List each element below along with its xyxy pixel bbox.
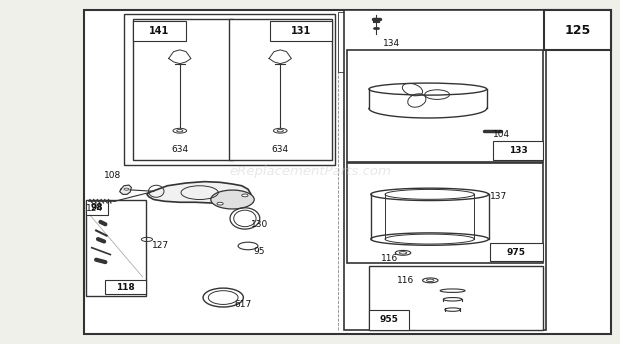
Text: 634: 634: [272, 145, 289, 154]
Text: 955: 955: [380, 315, 399, 324]
Text: 118: 118: [116, 283, 135, 292]
Bar: [493, 141, 543, 160]
Text: 124: 124: [86, 204, 102, 213]
Text: eReplacementParts.com: eReplacementParts.com: [229, 165, 391, 179]
Bar: [86, 200, 108, 215]
Text: 95: 95: [253, 247, 265, 256]
Text: 127: 127: [152, 241, 169, 250]
Bar: [369, 310, 409, 330]
Bar: [86, 200, 146, 296]
Text: 634: 634: [171, 145, 188, 154]
Bar: [544, 10, 611, 50]
Bar: [347, 163, 543, 263]
Text: 134: 134: [383, 39, 400, 47]
Bar: [369, 266, 543, 330]
Bar: [338, 12, 397, 72]
Text: 108: 108: [104, 171, 122, 180]
Ellipse shape: [217, 202, 223, 205]
Bar: [490, 243, 543, 261]
Bar: [347, 50, 543, 162]
Bar: [84, 10, 611, 334]
Bar: [105, 280, 146, 294]
Bar: [124, 14, 335, 165]
Polygon shape: [147, 182, 251, 205]
Text: 125: 125: [565, 24, 591, 37]
Text: 137: 137: [490, 192, 507, 201]
Text: 133: 133: [509, 146, 528, 155]
Ellipse shape: [211, 190, 254, 209]
Text: 617: 617: [234, 300, 252, 309]
Text: 975: 975: [507, 248, 526, 257]
Text: 130: 130: [251, 220, 268, 229]
Text: 131: 131: [291, 26, 311, 36]
Bar: [270, 21, 332, 41]
Text: 116: 116: [381, 254, 399, 263]
Ellipse shape: [242, 194, 248, 197]
Text: 104: 104: [493, 130, 510, 139]
Bar: [229, 19, 332, 160]
Text: 141: 141: [149, 26, 169, 36]
Bar: [344, 10, 546, 330]
Bar: [133, 19, 232, 160]
Polygon shape: [120, 185, 131, 194]
Text: 116: 116: [397, 276, 414, 285]
Bar: [133, 21, 186, 41]
Text: 98: 98: [91, 203, 103, 212]
